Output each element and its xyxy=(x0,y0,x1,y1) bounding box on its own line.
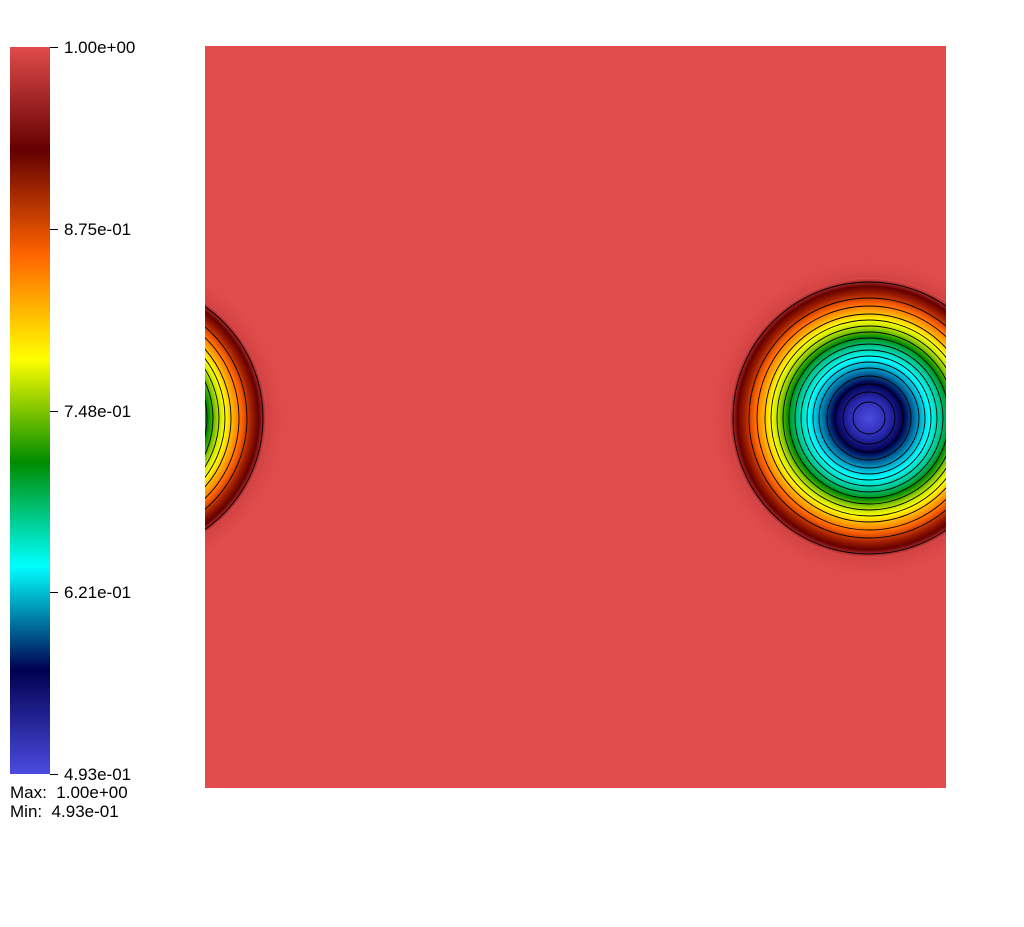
colorbar-tick xyxy=(50,592,58,593)
contour-ring xyxy=(770,319,946,517)
contour-ring xyxy=(205,348,232,488)
contour-ring xyxy=(826,375,912,461)
contour-ring xyxy=(818,367,920,469)
contour-ring xyxy=(764,313,946,523)
contour-ring xyxy=(794,343,944,493)
range-max-text: Max: 1.00e+00 xyxy=(10,783,128,802)
colorbar-label-min: 4.93e-01 xyxy=(64,765,132,784)
range-min-text: Min: 4.93e-01 xyxy=(10,802,119,821)
colorbar-label-max: 1.00e+00 xyxy=(64,38,136,57)
colorbar-tick xyxy=(50,411,58,412)
contour-lines-right xyxy=(732,281,946,555)
contour-lines-left xyxy=(205,306,264,530)
contour-ring xyxy=(205,380,214,456)
colorbar-label: 6.21e-01 xyxy=(64,583,132,602)
blob-right xyxy=(729,278,946,558)
blob-left xyxy=(205,301,267,535)
colorbar-tick xyxy=(50,229,58,230)
contour-ring xyxy=(756,305,946,531)
contour-ring xyxy=(806,355,932,481)
contour-ring xyxy=(782,331,946,505)
contour-ring xyxy=(205,306,264,530)
contour-ring xyxy=(748,297,946,539)
contour-ring xyxy=(205,326,248,510)
scalar-field-plot xyxy=(205,46,946,788)
contour-ring xyxy=(732,281,946,555)
contour-ring xyxy=(852,401,886,435)
contour-ring xyxy=(205,357,226,479)
colorbar-gradient xyxy=(10,47,50,774)
contour-ring xyxy=(800,349,938,487)
contour-ring xyxy=(205,337,240,499)
contour-ring xyxy=(205,398,208,438)
contour-ring xyxy=(776,325,946,511)
contour-ring xyxy=(788,337,946,499)
contour-ring xyxy=(205,368,220,468)
colorbar-tick xyxy=(50,774,58,775)
colorbar-label: 7.48e-01 xyxy=(64,402,132,421)
colorbar-label: 8.75e-01 xyxy=(64,220,132,239)
contour-ring xyxy=(842,391,896,445)
contour-ring xyxy=(812,361,926,475)
contour-ring xyxy=(834,383,904,453)
colorbar-tick xyxy=(50,47,58,48)
